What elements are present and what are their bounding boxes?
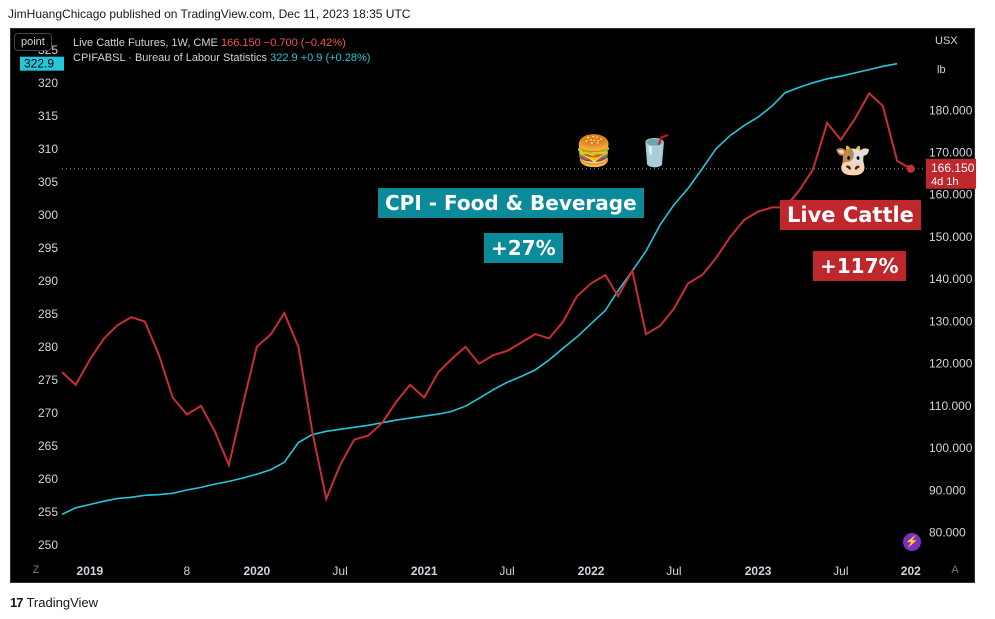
legend-cpi-name: CPIFABSL · Bureau of Labour Statistics (73, 52, 268, 64)
legend-cattle-value: 166.150 (220, 37, 261, 49)
x-axis-tick: 2019 (77, 564, 104, 578)
published-caption: JimHuangChicago published on TradingView… (8, 7, 411, 21)
right-axis-tick: 110.000 (929, 399, 972, 413)
left-axis-tick: 320 (38, 76, 58, 90)
legend-cpi-change: +0.9 (+0.28%) (300, 52, 371, 64)
right-axis-tick: 90.000 (929, 483, 966, 497)
legend-cattle-name: Live Cattle Futures, 1W, CME (73, 37, 218, 49)
right-axis-tick: 130.000 (929, 314, 973, 328)
cpi-price-tag (20, 56, 64, 71)
left-axis-tick: 295 (38, 241, 58, 255)
left-axis-tick: 280 (38, 340, 58, 354)
x-axis-tick: 2021 (411, 564, 438, 578)
left-axis-tick: 265 (38, 439, 58, 453)
left-axis-tick: 290 (38, 274, 58, 288)
legend-series-cpi[interactable]: CPIFABSL · Bureau of Labour Statistics 3… (73, 51, 370, 66)
right-axis-tick: 80.000 (929, 526, 966, 540)
left-axis-tick: 300 (38, 208, 58, 222)
right-axis-tick: 160.000 (929, 188, 973, 202)
right-axis-tick: 180.000 (929, 103, 973, 117)
legend-cattle-change: −0.700 (−0.42%) (263, 37, 346, 49)
x-axis-tick: 202 (901, 564, 921, 578)
cattle-series-line (61, 91, 912, 503)
cpi-annotation-change[interactable]: +27% (484, 233, 563, 263)
currency-label[interactable]: USX (929, 33, 964, 49)
tradingview-brand[interactable]: 17 TradingView (10, 595, 98, 610)
x-axis-tick: 2023 (745, 564, 772, 578)
drink-icon: 🥤 (636, 135, 674, 168)
z-button: Z (33, 564, 40, 576)
left-scale-button[interactable]: point (14, 33, 52, 51)
cattle-annotation-change[interactable]: +117% (813, 251, 906, 281)
x-axis-tick: 8 (184, 564, 191, 578)
a-button: A (951, 564, 959, 576)
right-axis-tick: 140.000 (929, 272, 973, 286)
right-axis-tick: 150.000 (929, 230, 973, 244)
lightning-icon[interactable]: ⚡ (903, 533, 921, 551)
left-axis-tick: 285 (38, 307, 58, 321)
left-axis-tick: 250 (38, 538, 58, 552)
x-axis-tick: Jul (833, 564, 848, 578)
legend-cpi-value: 322.9 (270, 52, 298, 64)
cattle-price-tag (926, 158, 976, 189)
left-axis-tick: 310 (38, 142, 58, 156)
x-axis-tick: Jul (332, 564, 347, 578)
legend-series-cattle[interactable]: Live Cattle Futures, 1W, CME 166.150 −0.… (73, 36, 370, 51)
left-axis-tick: 260 (38, 472, 58, 486)
tradingview-logo-icon: 17 (10, 595, 24, 610)
left-axis-tick: 315 (38, 109, 58, 123)
cpi-price-tag-text: 322.9 (24, 57, 54, 71)
chart-panel[interactable] (10, 28, 975, 583)
cattle-price-tag-value: 166.150 (931, 161, 975, 175)
left-axis-tick: 255 (38, 505, 58, 519)
x-axis-tick: Jul (499, 564, 514, 578)
x-axis-tick: 2022 (578, 564, 605, 578)
right-axis-tick: 120.000 (929, 357, 973, 371)
x-axis-tick: 2020 (243, 564, 270, 578)
cpi-series-line (61, 62, 898, 516)
cattle-last-point (906, 164, 915, 173)
right-axis-tick: 100.000 (929, 441, 973, 455)
unit-label[interactable]: lb (929, 62, 952, 78)
cattle-annotation-label[interactable]: Live Cattle (780, 200, 921, 230)
burger-icon: 🍔 (575, 135, 613, 168)
legend: Live Cattle Futures, 1W, CME 166.150 −0.… (73, 36, 370, 66)
left-axis-tick: 305 (38, 175, 58, 189)
x-axis-tick: Jul (666, 564, 681, 578)
cow-icon: 🐮 (834, 144, 872, 177)
left-axis-tick: 275 (38, 373, 58, 387)
cattle-price-tag-countdown: 4d 1h (931, 176, 959, 188)
tradingview-brand-text: TradingView (26, 595, 99, 610)
left-axis-tick: 270 (38, 406, 58, 420)
cpi-annotation-label[interactable]: CPI - Food & Beverage (378, 188, 644, 218)
right-axis-tick: 170.000 (929, 145, 973, 159)
